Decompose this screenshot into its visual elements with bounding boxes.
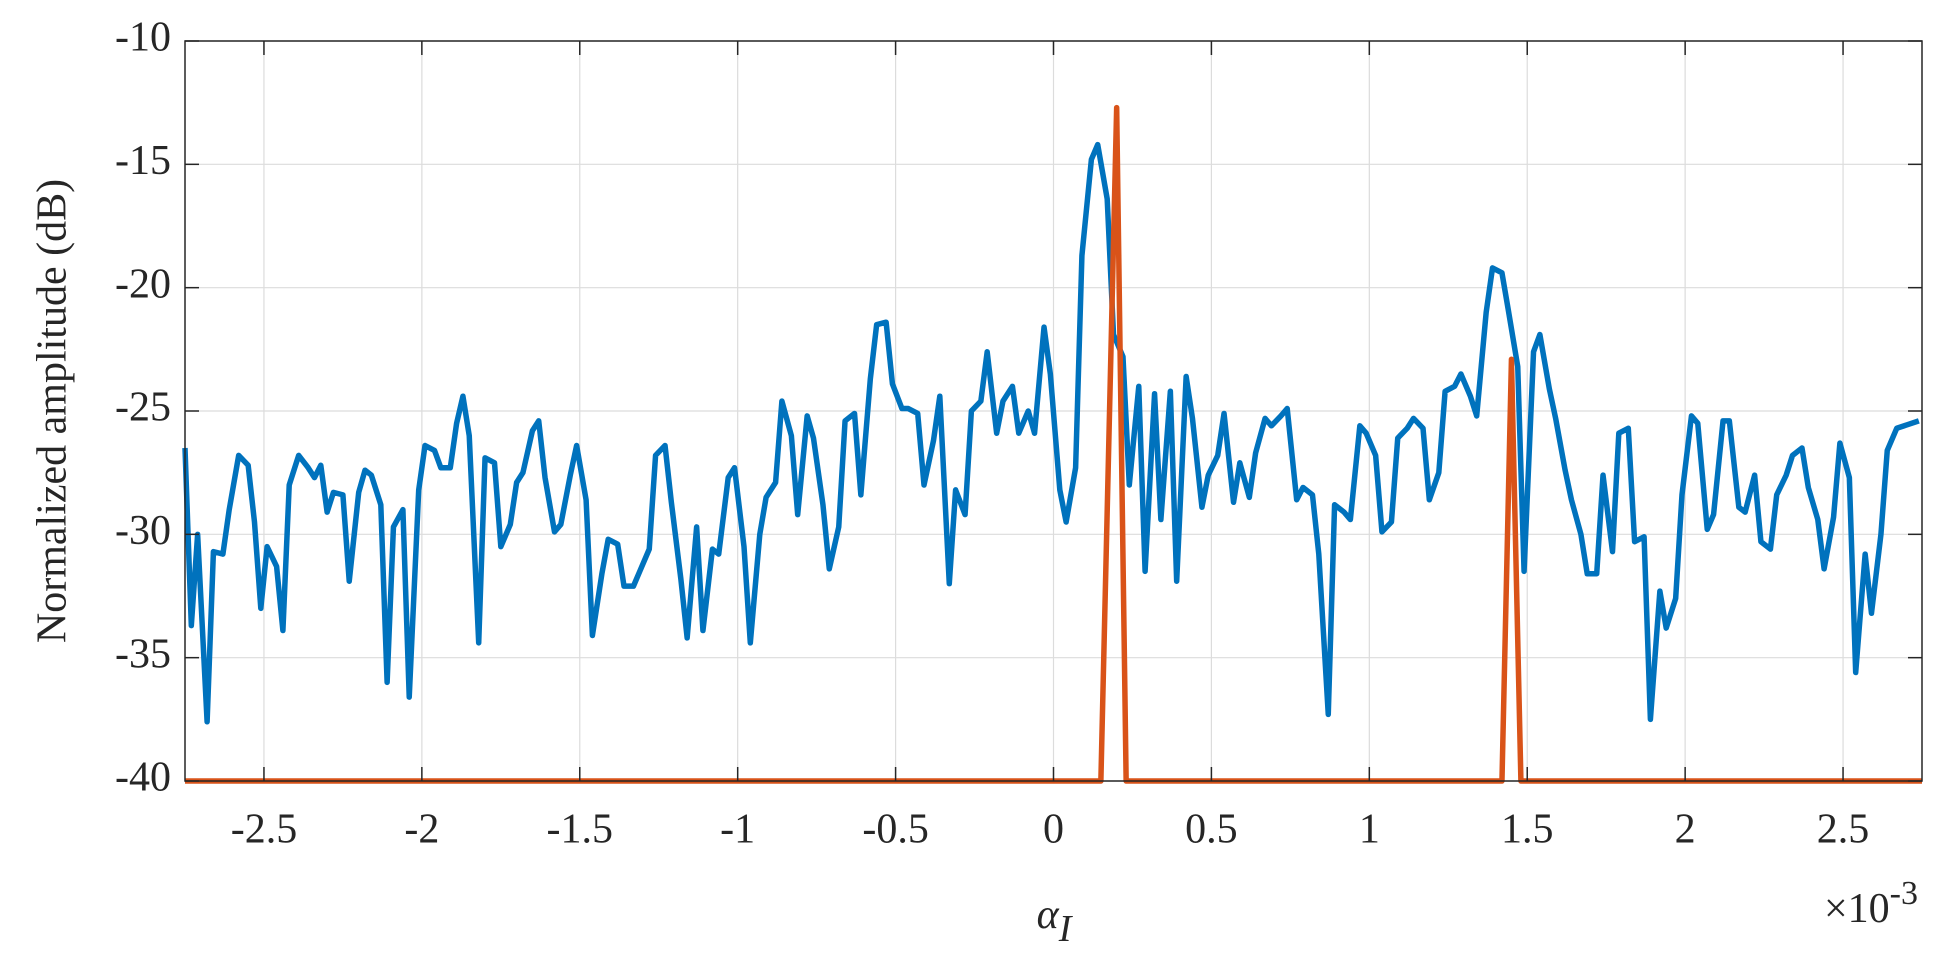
x-tick-label: 0 xyxy=(1043,807,1064,853)
x-scale-exponent: -3 xyxy=(1890,875,1918,912)
y-tick-label: -20 xyxy=(115,261,171,307)
x-tick-label: 1.5 xyxy=(1501,807,1554,853)
axes: -2.5 -2 -1.5 -1 -0.5 0 0.5 1 1.5 2 2.5 -40 -35 -30 -25… xyxy=(115,15,1923,853)
x-tick-label: -0.5 xyxy=(862,807,929,853)
y-tick-label: -25 xyxy=(115,385,171,431)
x-tick-label: -2 xyxy=(404,807,439,853)
x-tick-label: -1 xyxy=(720,807,755,853)
data-line xyxy=(182,141,1920,725)
x-tick-label: 2.5 xyxy=(1817,807,1870,853)
x-axis-label-subscript: I xyxy=(1058,908,1074,950)
x-tick-label: -1.5 xyxy=(547,807,614,853)
x-tick-label: 2 xyxy=(1675,807,1696,853)
x-axis-label: αI xyxy=(1037,892,1074,950)
x-axis-label-main: α xyxy=(1037,892,1060,938)
y-tick-label: -30 xyxy=(115,508,171,554)
x-scale-label: ×10-3 xyxy=(1824,875,1918,932)
y-tick-label: -35 xyxy=(115,631,171,677)
plot-frame xyxy=(184,40,1923,782)
x-tick-label: 0.5 xyxy=(1185,807,1238,853)
y-axis-label: Normalized amplitude (dB) xyxy=(30,179,76,643)
y-tick-label: -15 xyxy=(115,138,171,184)
x-scale-base: ×10 xyxy=(1824,886,1890,932)
x-tick-label: 1 xyxy=(1359,807,1380,853)
y-tick-label: -10 xyxy=(115,15,171,61)
x-tick-label: -2.5 xyxy=(231,807,298,853)
y-tick-label: -40 xyxy=(115,755,171,801)
